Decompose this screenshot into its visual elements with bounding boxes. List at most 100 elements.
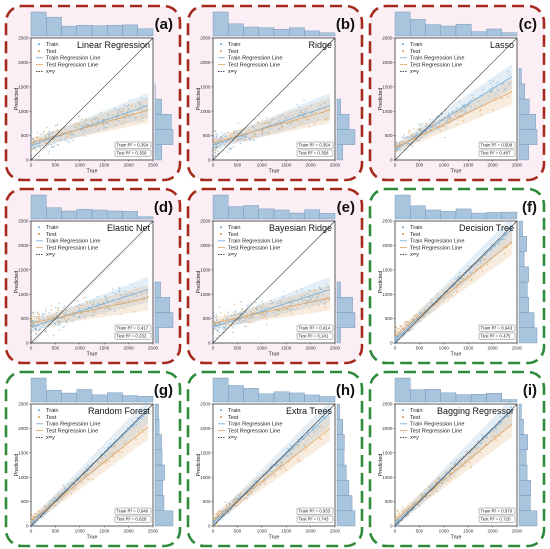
metric-text-train: Train R² = 0.970: [481, 509, 513, 514]
top-histogram-bar: [30, 11, 47, 37]
test-point: [415, 139, 417, 141]
test-point: [266, 317, 268, 319]
legend-label-xy: x=y: [46, 69, 55, 75]
test-point: [400, 141, 403, 144]
test-point: [456, 283, 459, 286]
test-point: [397, 510, 399, 512]
chart-panel: 0 500 1000 1500 2000 2500 0 500 1000 1500 2000 2500…: [367, 369, 547, 549]
train-point: [396, 525, 399, 527]
y-axis-title: Predicted: [378, 271, 384, 294]
y-tick-label: 2000: [18, 243, 29, 248]
test-point: [53, 325, 56, 327]
train-point: [64, 314, 66, 316]
train-point: [248, 137, 250, 139]
test-point: [35, 329, 38, 331]
train-point: [244, 317, 247, 320]
test-point: [103, 303, 105, 306]
legend-label-train_line: Train Regression Line: [46, 422, 101, 428]
train-point: [37, 146, 40, 148]
x-tick-label: 1000: [75, 529, 86, 534]
test-point: [49, 317, 51, 319]
train-point: [30, 131, 32, 134]
train-point: [239, 318, 242, 320]
test-point: [50, 304, 52, 307]
train-point: [324, 417, 327, 420]
test-point: [143, 431, 145, 434]
y-tick-label: 500: [21, 133, 29, 138]
train-point: [44, 311, 47, 313]
test-point: [274, 475, 276, 478]
train-point: [216, 133, 219, 135]
metric-text-test: Test R² = 0.720: [481, 517, 511, 522]
test-point: [30, 516, 32, 519]
train-point: [81, 125, 83, 127]
test-point: [287, 301, 290, 303]
x-tick-label: 2500: [512, 529, 523, 534]
x-tick-label: 1000: [257, 529, 268, 534]
train-point: [427, 311, 430, 313]
train-point: [282, 290, 285, 292]
train-point: [448, 112, 450, 115]
train-point: [465, 269, 467, 271]
train-point: [508, 74, 510, 76]
y-axis-title: Predicted: [196, 271, 202, 294]
train-point: [230, 147, 233, 150]
train-point: [109, 442, 111, 445]
test-point: [42, 130, 45, 133]
test-point: [454, 464, 456, 466]
train-point: [260, 308, 262, 311]
right-histogram-bar: [518, 419, 524, 435]
train-point: [56, 144, 58, 146]
train-point: [327, 286, 329, 289]
test-point: [47, 510, 49, 513]
train-point: [509, 224, 512, 227]
train-point: [308, 296, 311, 299]
test-point: [78, 123, 80, 126]
test-point: [395, 149, 398, 152]
train-point: [239, 138, 241, 140]
train-point: [213, 135, 215, 137]
top-histogram-bar: [30, 194, 47, 220]
test-point: [55, 504, 57, 507]
metric-text-test: Test R² = 0.487: [481, 151, 511, 156]
train-point: [462, 104, 464, 107]
train-point: [244, 311, 247, 314]
train-point: [143, 415, 145, 418]
train-point: [305, 303, 307, 305]
train-point: [239, 313, 241, 316]
train-point: [479, 262, 481, 264]
right-histogram-bar: [336, 510, 356, 527]
right-histogram-bar: [518, 480, 531, 496]
test-point: [215, 149, 217, 152]
train-point: [430, 298, 432, 301]
right-histogram-bar: [518, 403, 522, 420]
train-point: [491, 248, 493, 251]
legend-label-train: Train: [228, 225, 241, 231]
test-point: [80, 477, 82, 480]
metric-text-test: Test R² = 0.828: [117, 517, 147, 522]
test-point: [108, 460, 110, 463]
test-point: [270, 299, 272, 302]
train-point: [238, 319, 240, 321]
top-histogram-bar: [76, 389, 93, 403]
test-point: [62, 484, 65, 486]
y-tick-label: 0: [390, 158, 393, 163]
test-point: [394, 154, 397, 156]
train-point: [241, 135, 244, 138]
test-point: [83, 474, 86, 476]
legend-marker-test: [37, 415, 41, 419]
train-point: [394, 339, 396, 342]
train-point: [328, 410, 331, 413]
train-point: [420, 137, 422, 139]
train-point: [50, 132, 53, 134]
test-point: [300, 122, 303, 125]
test-point: [403, 329, 405, 331]
train-point: [59, 321, 61, 323]
x-tick-label: 2000: [305, 346, 316, 351]
train-point: [118, 120, 120, 122]
train-point: [62, 326, 64, 329]
y-tick-label: 1500: [18, 84, 29, 89]
train-point: [51, 500, 53, 502]
right-histogram-bar: [154, 434, 162, 450]
metric-text-train: Train R² = 0.946: [117, 509, 149, 514]
